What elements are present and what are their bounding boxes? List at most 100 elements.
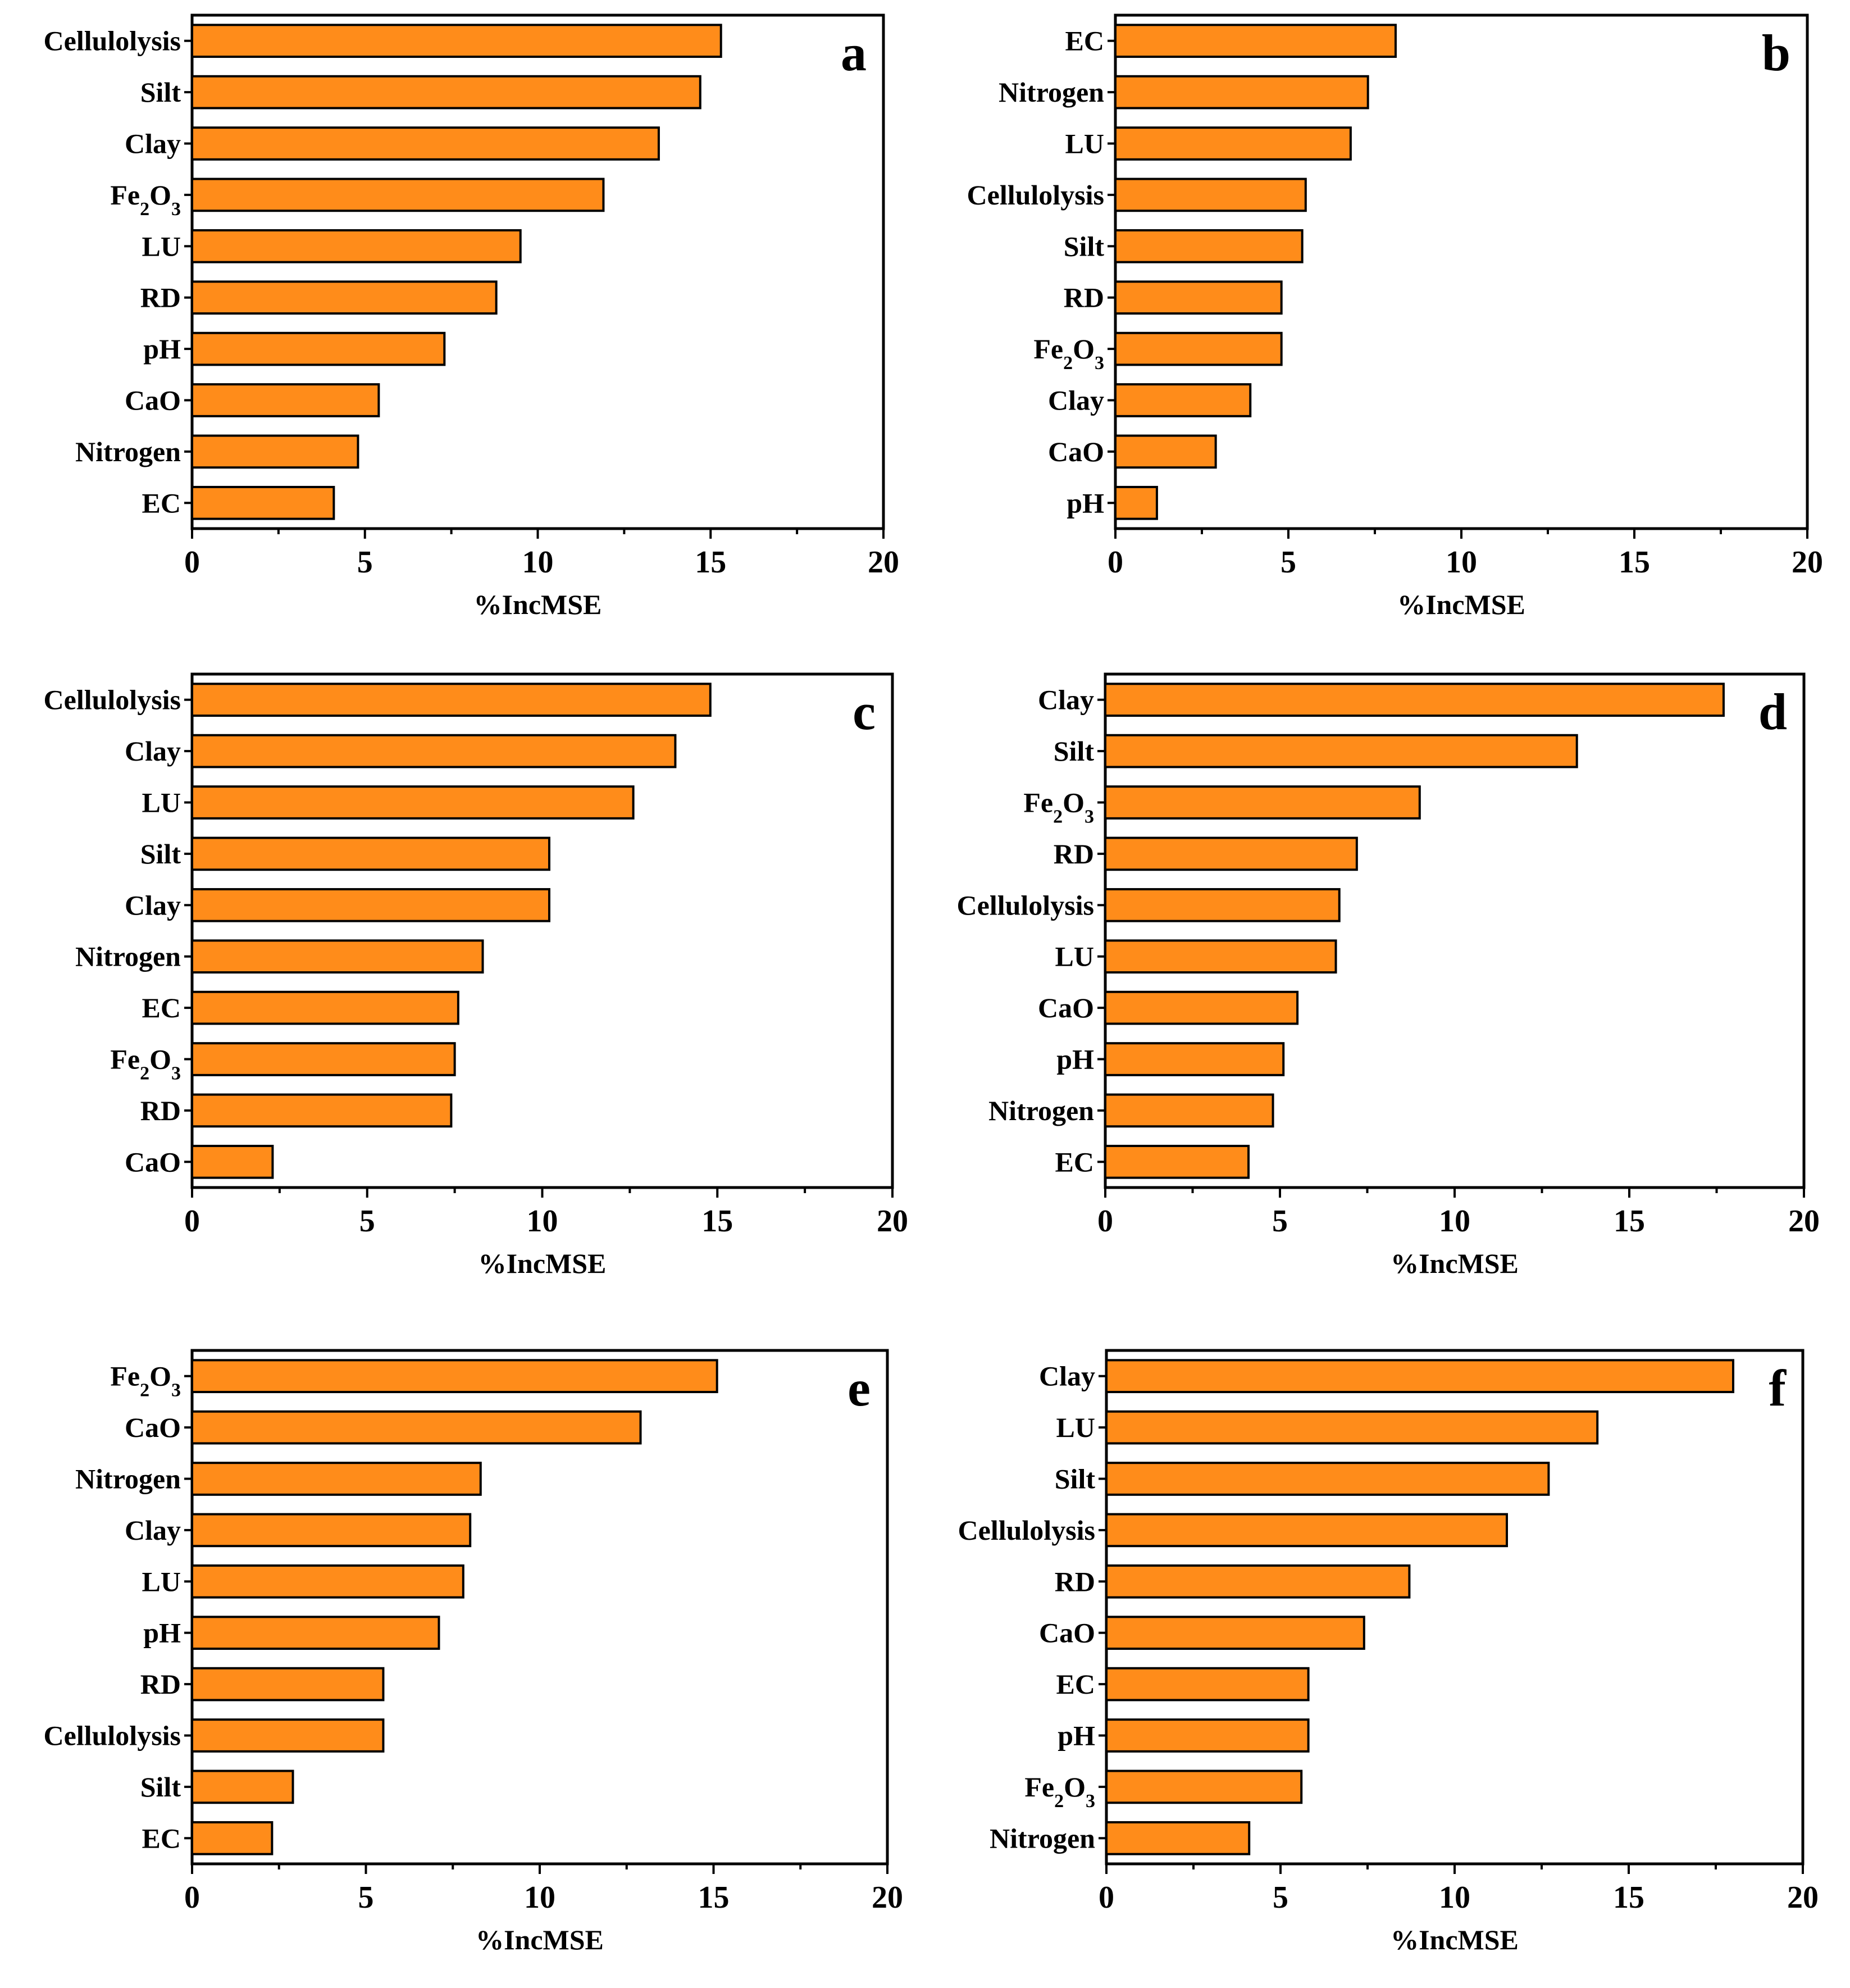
x-tick-label: 5 <box>1281 545 1296 580</box>
x-tick-label: 0 <box>1099 1880 1114 1915</box>
y-tick-label: CaO <box>125 1146 181 1177</box>
bar-f-5 <box>1105 1616 1365 1650</box>
bar-b-0 <box>1114 24 1397 58</box>
bar-e-2 <box>191 1462 482 1496</box>
bar-f-6 <box>1105 1667 1310 1702</box>
bar-b-2 <box>1114 126 1352 161</box>
bar-b-1 <box>1114 75 1369 110</box>
y-tick-label: Nitrogen <box>75 436 181 467</box>
bar-a-5 <box>191 280 498 315</box>
y-tick-label: Clay <box>1038 684 1094 716</box>
bar-d-3 <box>1104 836 1358 871</box>
y-tick-label: LU <box>142 230 181 262</box>
bar-f-0 <box>1105 1359 1734 1394</box>
y-tick-label: Clay <box>1039 1361 1095 1392</box>
bar-e-7 <box>191 1718 385 1753</box>
y-tick-label: CaO <box>1038 992 1094 1023</box>
y-tick-label: LU <box>1055 941 1094 972</box>
x-tick-label: 10 <box>1439 1204 1470 1239</box>
y-tick-label: Silt <box>1064 230 1105 262</box>
bar-f-1 <box>1105 1410 1599 1445</box>
y-tick-label: Silt <box>140 838 181 870</box>
x-tick-label: 10 <box>524 1880 555 1915</box>
x-axis-label: %IncMSE <box>474 589 602 620</box>
x-tick-label: 15 <box>698 1880 730 1915</box>
x-tick-label: 0 <box>184 545 200 580</box>
y-tick-label: pH <box>143 333 181 365</box>
bar-f-2 <box>1105 1462 1550 1496</box>
chart-panel-c: Cellulolysis Clay LU Silt Clay Nitrogen EC Fe2O… <box>44 672 908 1279</box>
x-axis-label: %IncMSE <box>1397 589 1525 620</box>
y-tick-label: Nitrogen <box>990 1822 1095 1854</box>
x-axis-label: %IncMSE <box>479 1248 607 1279</box>
x-tick-label: 15 <box>1614 1204 1645 1239</box>
bar-c-4 <box>191 888 550 922</box>
y-tick-label: Clay <box>125 128 181 160</box>
x-tick-label: 0 <box>184 1204 200 1239</box>
bar-f-7 <box>1105 1718 1310 1753</box>
y-tick-label: RD <box>140 1668 181 1700</box>
bar-e-3 <box>191 1513 472 1548</box>
y-tick-label: Fe2O3 <box>1033 333 1104 374</box>
bar-e-5 <box>191 1616 440 1650</box>
y-tick-label: Nitrogen <box>988 1095 1094 1126</box>
panel-label: e <box>847 1359 871 1417</box>
y-tick-label: Silt <box>140 76 181 108</box>
y-tick-label: CaO <box>1048 436 1104 467</box>
bar-a-4 <box>191 229 522 263</box>
bar-e-1 <box>191 1410 642 1445</box>
bar-c-8 <box>191 1093 453 1128</box>
y-tick-label: Nitrogen <box>999 76 1104 108</box>
panel-label: a <box>841 24 867 81</box>
chart-panel-d: Clay Silt Fe2O3 RD Cellulolysis LU CaO pH Nitrog… <box>957 672 1820 1279</box>
y-tick-label: Cellulolysis <box>958 1514 1095 1546</box>
bar-f-9 <box>1105 1821 1251 1855</box>
bar-c-7 <box>191 1042 456 1076</box>
y-tick-label: EC <box>142 992 181 1023</box>
chart-panel-b: EC Nitrogen LU Cellulolysis Silt RD Fe2O3 Clay C… <box>967 13 1823 620</box>
x-tick-label: 15 <box>1619 545 1650 580</box>
bar-e-8 <box>191 1769 294 1804</box>
bar-c-0 <box>191 683 712 717</box>
x-axis-label: %IncMSE <box>1391 1248 1519 1279</box>
x-tick-label: 10 <box>1446 545 1477 580</box>
bar-b-3 <box>1114 178 1307 212</box>
y-tick-label: LU <box>142 1566 181 1597</box>
y-tick-label: RD <box>140 282 181 313</box>
bar-f-3 <box>1105 1513 1508 1548</box>
y-tick-label: EC <box>142 487 181 518</box>
bar-c-6 <box>191 990 459 1025</box>
y-tick-label: Nitrogen <box>75 941 181 972</box>
bar-f-4 <box>1105 1564 1411 1599</box>
y-tick-label: Cellulolysis <box>44 1720 181 1752</box>
bar-d-9 <box>1104 1144 1250 1179</box>
y-tick-label: Clay <box>125 889 181 921</box>
bar-b-6 <box>1114 331 1283 366</box>
bar-e-9 <box>191 1821 274 1855</box>
y-tick-label: EC <box>1056 1668 1095 1700</box>
panel-label: b <box>1762 24 1790 81</box>
x-tick-label: 20 <box>877 1204 908 1239</box>
x-tick-label: 0 <box>184 1880 200 1915</box>
bar-b-5 <box>1114 280 1283 315</box>
bar-c-9 <box>191 1144 274 1179</box>
x-tick-label: 20 <box>1787 1880 1819 1915</box>
x-tick-label: 5 <box>359 1204 375 1239</box>
x-tick-label: 20 <box>872 1880 903 1915</box>
bar-a-6 <box>191 331 446 366</box>
y-tick-label: Silt <box>1054 735 1095 767</box>
bar-d-6 <box>1104 990 1299 1025</box>
bar-a-0 <box>191 24 722 58</box>
bar-d-4 <box>1104 888 1341 922</box>
x-tick-label: 10 <box>527 1204 558 1239</box>
x-tick-label: 15 <box>1613 1880 1644 1915</box>
bar-b-9 <box>1114 485 1158 520</box>
bar-e-6 <box>191 1667 385 1702</box>
x-tick-label: 10 <box>1439 1880 1470 1915</box>
y-tick-label: Silt <box>140 1771 181 1803</box>
y-tick-label: CaO <box>125 1412 181 1443</box>
bar-c-2 <box>191 785 635 820</box>
y-tick-label: pH <box>1056 1044 1094 1075</box>
y-tick-label: Clay <box>125 1514 181 1546</box>
